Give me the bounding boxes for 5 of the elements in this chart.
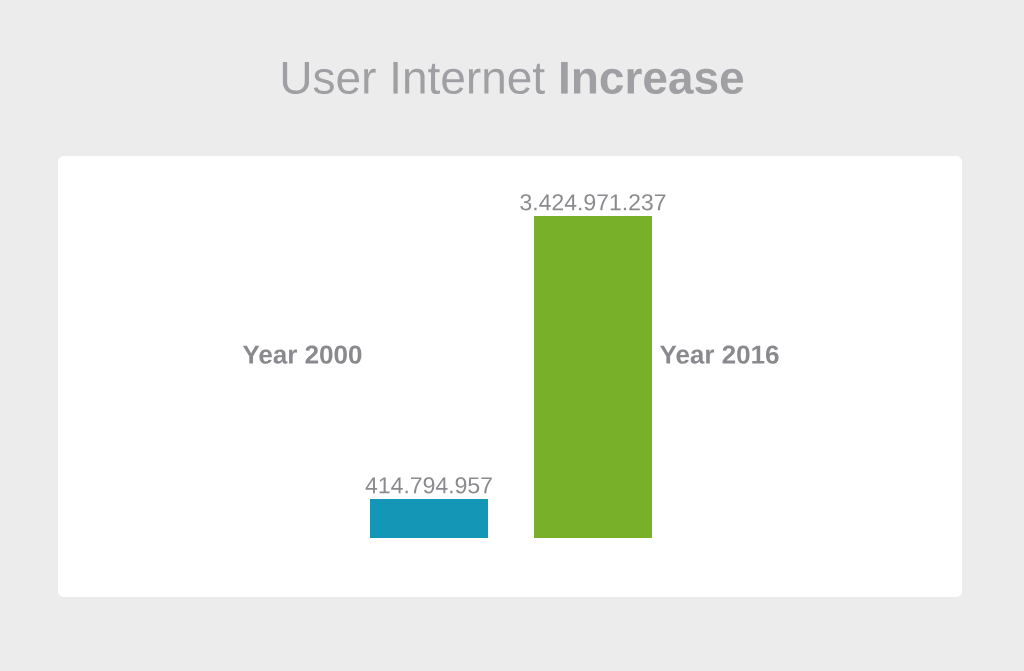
x-tick-label: Year 2016 <box>659 345 779 364</box>
data-label: 414.794.957 <box>365 477 492 494</box>
data-label: 3.424.971.237 <box>520 194 666 211</box>
x-tick-label: Year 2000 <box>242 345 362 364</box>
chart-title: User Internet Increase <box>282 61 744 95</box>
